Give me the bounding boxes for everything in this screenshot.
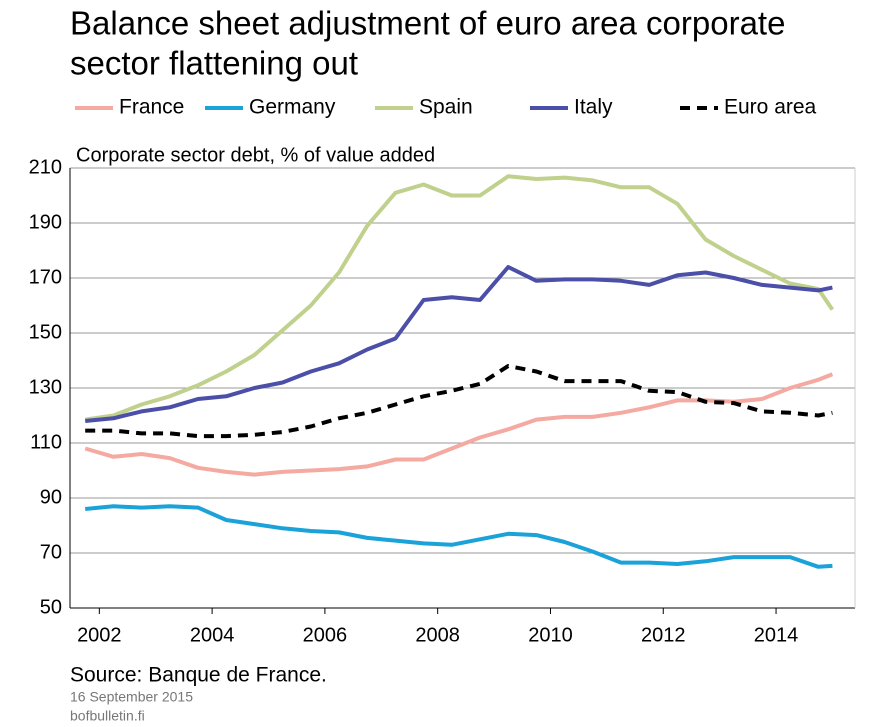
legend-label: Spain [419,96,473,119]
y-axis-label: Corporate sector debt, % of value added [76,144,435,166]
x-tick-label: 2002 [77,624,122,646]
x-tick-label: 2004 [190,624,235,646]
x-tick-label: 2010 [528,624,573,646]
site: bofbulletin.fi [70,708,145,724]
series-line [85,504,833,569]
y-tick-label: 50 [40,596,62,618]
series-line [85,265,833,423]
source: Source: Banque de France. [70,664,327,687]
y-tick-label: 170 [29,266,62,288]
date: 16 September 2015 [70,689,193,705]
chart-title: Balance sheet adjustment of euro area co… [70,5,785,42]
y-tick-label: 130 [29,376,62,398]
legend-label: Germany [249,96,336,119]
y-tick-label: 70 [40,541,62,563]
series-line [85,364,833,439]
x-tick-label: 2014 [754,624,799,646]
legend-label: Italy [574,96,613,119]
x-tick-label: 2006 [303,624,348,646]
series-line [84,174,835,422]
y-tick-label: 210 [29,156,62,178]
chart-title: sector flattening out [70,45,358,82]
y-tick-label: 90 [40,486,62,508]
y-tick-label: 190 [29,211,62,233]
y-tick-label: 110 [30,431,62,453]
x-tick-label: 2008 [415,624,460,646]
legend-label: Euro area [724,96,817,119]
x-tick-label: 2012 [641,624,686,646]
legend-label: France [119,96,184,119]
y-tick-label: 150 [29,321,62,343]
